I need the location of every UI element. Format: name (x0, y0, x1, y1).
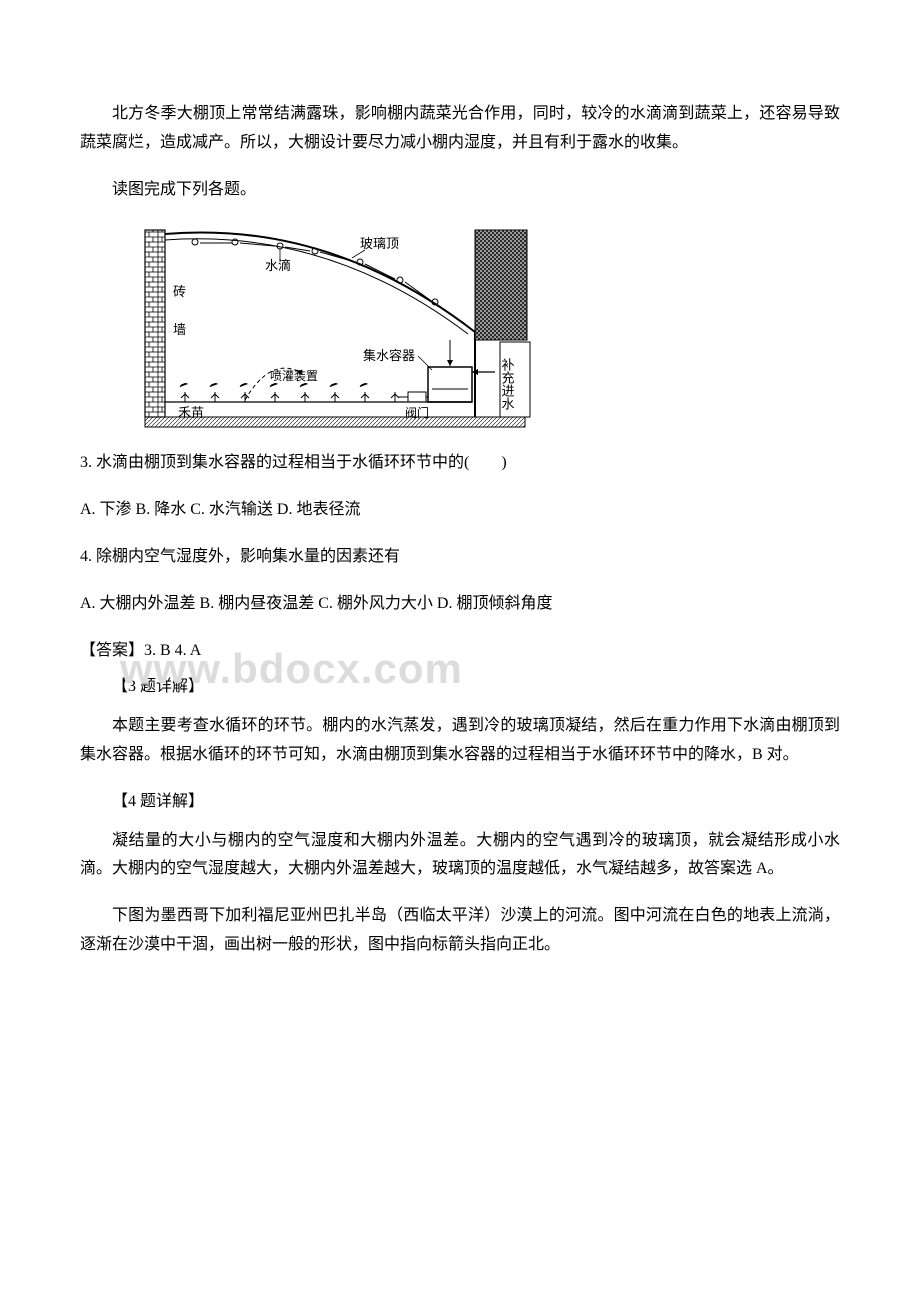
label-glass: 玻璃顶 (360, 236, 399, 251)
intro-paragraph-1: 北方冬季大棚顶上常常结满露珠，影响棚内蔬菜光合作用，同时，较冷的水滴滴到蔬菜上，… (80, 100, 840, 158)
label-valve: 阀门 (405, 405, 429, 420)
label-drop: 水滴 (265, 258, 291, 273)
q4-stem: 4. 除棚内空气湿度外，影响集水量的因素还有 (80, 543, 840, 572)
diagram-svg: 玻璃顶 水滴 砖 墙 集水容器 阀门 禾苗 喷灌装置 补充进水 (140, 222, 535, 431)
label-wall: 墙 (173, 322, 186, 337)
label-supply: 补充进水 (500, 358, 515, 410)
label-collector: 集水容器 (363, 348, 415, 363)
label-brick: 砖 (173, 284, 186, 299)
explain3-body: 本题主要考查水循环的环节。棚内的水汽蒸发，遇到冷的玻璃顶凝结，然后在重力作用下水… (80, 712, 840, 770)
greenhouse-diagram: 玻璃顶 水滴 砖 墙 集水容器 阀门 禾苗 喷灌装置 补充进水 (140, 222, 535, 431)
explain4-header: 【4 题详解】 (80, 788, 840, 817)
label-seedling: 禾苗 (178, 405, 204, 420)
q3-options: A. 下渗 B. 降水 C. 水汽输送 D. 地表径流 (80, 496, 840, 525)
q4-options: A. 大棚内外温差 B. 棚内昼夜温差 C. 棚外风力大小 D. 棚顶倾斜角度 (80, 590, 840, 619)
explain4-body: 凝结量的大小与棚内的空气湿度和大棚内外温差。大棚内的空气遇到冷的玻璃顶，就会凝结… (80, 827, 840, 885)
intro-paragraph-2: 读图完成下列各题。 (80, 176, 840, 205)
answer-label: 【答案】3. B 4. A (80, 642, 201, 659)
q3-stem: 3. 水滴由棚顶到集水容器的过程相当于水循环环节中的( ) (80, 449, 840, 478)
outro-paragraph: 下图为墨西哥下加利福尼亚州巴扎半岛（西临太平洋）沙漠上的河流。图中河流在白色的地… (80, 902, 840, 960)
label-spray: 喷灌装置 (270, 369, 318, 383)
answer-block: 【答案】3. B 4. A www.bdocx.com (80, 637, 840, 666)
